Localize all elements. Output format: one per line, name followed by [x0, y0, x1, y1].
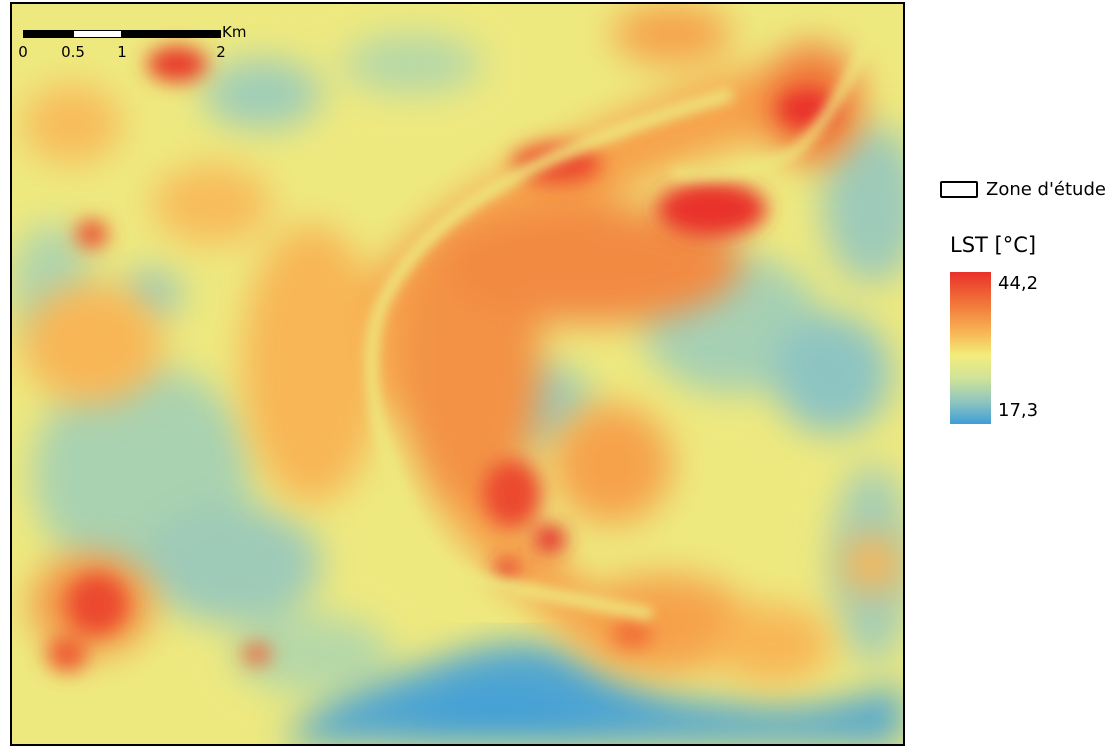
- water-body: [282, 643, 903, 744]
- scale-bar-segment: [122, 30, 221, 38]
- scale-bar-label: 0.5: [61, 43, 85, 61]
- legend-study-zone: Zone d'étude: [940, 177, 1106, 201]
- legend-lst-title: LST [°C]: [950, 233, 1037, 257]
- lst-color-ramp: [950, 272, 991, 424]
- scale-bar-label: 1: [117, 43, 127, 61]
- scale-bar: Km 0 0.5 1 2: [18, 24, 263, 68]
- lst-min-label: 17,3: [998, 400, 1039, 421]
- study-zone-label: Zone d'étude: [986, 178, 1106, 200]
- scale-bar-label: 0: [18, 43, 28, 61]
- scale-bar-segment: [73, 30, 122, 38]
- lst-max-label: 44,2: [998, 273, 1039, 294]
- lst-raster-map: [10, 2, 905, 746]
- river-channels: [365, 21, 887, 620]
- cool-zones: [12, 34, 903, 694]
- scale-bar-unit: Km: [222, 23, 247, 41]
- hot-spots: [47, 46, 837, 672]
- scale-bar-segment: [23, 30, 73, 38]
- study-zone-symbol: [940, 180, 978, 198]
- warm-zones: [22, 4, 902, 684]
- lst-heat-surface: [12, 4, 903, 744]
- scale-bar-label: 2: [216, 43, 226, 61]
